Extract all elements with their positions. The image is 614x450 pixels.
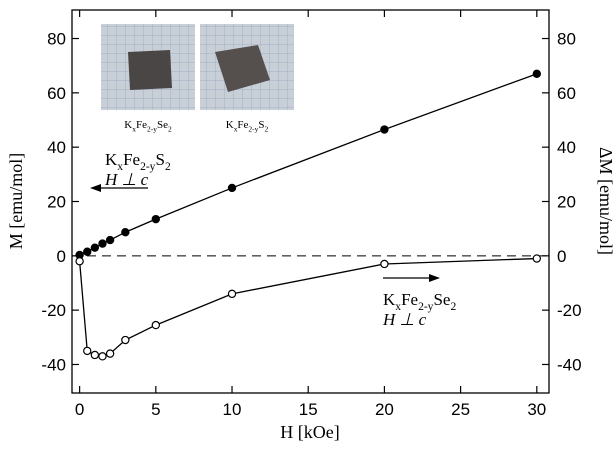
series-line: [78, 257, 537, 358]
subscript: x: [132, 124, 136, 133]
subscript: x: [117, 160, 123, 173]
data-point: [98, 239, 107, 248]
arrows: [90, 184, 440, 282]
data-point: [98, 352, 107, 361]
y-tick-label: 60: [47, 84, 66, 103]
formula-part: S: [155, 150, 164, 169]
formula-part: Fe: [136, 119, 147, 131]
data-point: [121, 335, 130, 345]
y2-tick-label: -40: [557, 355, 582, 374]
formula-part: Se: [433, 290, 450, 309]
subscript: 2-y: [418, 300, 434, 313]
formula: KxFe2-yS2: [105, 150, 171, 173]
y2-tick-label: -20: [557, 301, 582, 320]
arrow-head: [90, 184, 101, 192]
series-line: [79, 73, 538, 256]
subscript: 2: [168, 124, 172, 133]
formula-part: K: [105, 150, 118, 169]
x-tick-label: 15: [299, 400, 318, 419]
formula: KxFe2-yS2: [226, 119, 269, 133]
subscript: 2: [450, 300, 456, 313]
formula: KxFe2-ySe2: [383, 290, 456, 313]
data-point: [151, 320, 161, 330]
subscript: x: [395, 300, 401, 313]
data-point: [75, 257, 84, 266]
x-tick-label: 30: [527, 400, 546, 419]
y-tick-label: 80: [47, 30, 66, 49]
formula-part: Fe: [401, 290, 418, 309]
y-tick-label: 40: [47, 138, 66, 157]
x-tick-label: 10: [223, 400, 242, 419]
subscript: 2: [265, 124, 269, 133]
x-axis-title: H [kOe]: [280, 422, 339, 442]
data-point: [83, 247, 92, 256]
subscript: 2-y: [147, 124, 157, 133]
x-tick-label: 25: [451, 400, 470, 419]
subscript: 2-y: [140, 160, 156, 173]
x-tick-label: 5: [151, 400, 160, 419]
annotation-condition: H ⊥ c: [104, 170, 149, 189]
data-point: [227, 183, 237, 193]
y2-tick-label: 20: [557, 193, 576, 212]
arrow-head: [429, 274, 440, 282]
annotation-condition: H ⊥ c: [382, 310, 427, 329]
data-point: [380, 125, 389, 134]
formula-part: K: [226, 119, 234, 131]
crystal: [128, 50, 172, 90]
data-point: [532, 254, 542, 263]
formula-part: Se: [157, 119, 168, 131]
data-point: [380, 259, 389, 269]
x-tick-label: 0: [75, 400, 84, 419]
data-point: [83, 346, 92, 356]
y2-tick-label: 40: [557, 138, 576, 157]
data-point: [121, 227, 130, 237]
x-tick-label: 20: [375, 400, 394, 419]
photos: [101, 24, 294, 110]
subscript: 2: [165, 160, 171, 173]
y-tick-label: 20: [47, 193, 66, 212]
formula-part: S: [258, 119, 264, 131]
data-point: [90, 243, 100, 252]
y2-tick-label: 80: [557, 30, 576, 49]
y-tick-label: -20: [41, 301, 66, 320]
formula-part: Fe: [123, 150, 140, 169]
data-point: [105, 349, 115, 358]
formula-part: K: [124, 119, 132, 131]
y-tick-label: -40: [41, 355, 66, 374]
data-point: [532, 69, 542, 79]
data-point: [151, 214, 161, 224]
data-point: [90, 350, 100, 360]
y-tick-label: 0: [57, 247, 66, 266]
y2-axis-title: ΔM [emu/mol]: [596, 147, 614, 255]
formula-part: K: [383, 290, 396, 309]
y2-tick-label: 60: [557, 84, 576, 103]
subscript: 2-y: [248, 124, 258, 133]
y2-tick-label: 0: [557, 247, 566, 266]
formula-part: Fe: [237, 119, 248, 131]
data-point: [227, 289, 237, 299]
crystal: [215, 45, 270, 92]
data-point: [105, 235, 115, 245]
subscript: x: [234, 124, 238, 133]
y-axis-title: M [emu/mol]: [6, 153, 26, 250]
formula: KxFe2-ySe2: [124, 119, 172, 133]
